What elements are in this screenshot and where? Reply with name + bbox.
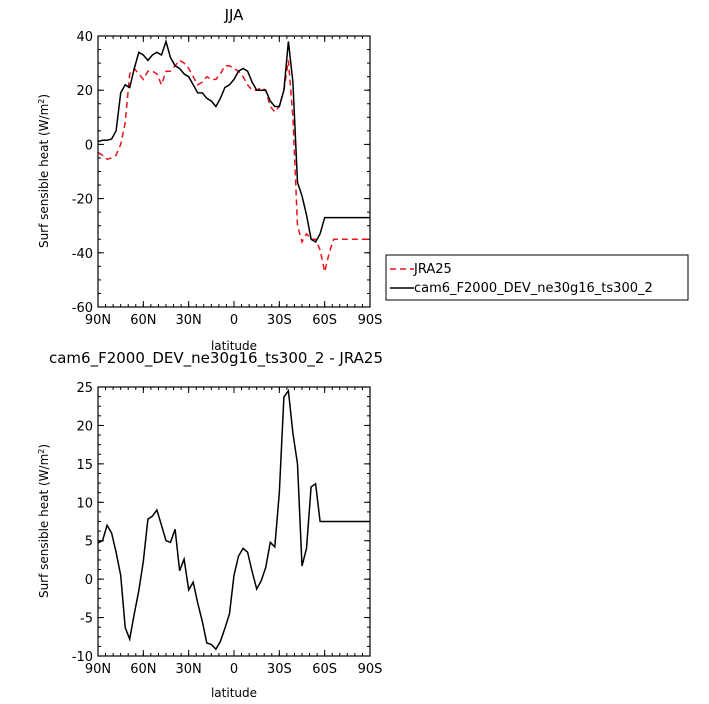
top-xtick-label: 0: [230, 313, 238, 328]
legend-label-jra25: JRA25: [413, 262, 452, 277]
top-chart-xlabel: latitude: [211, 339, 257, 353]
top-ytick-label: 20: [76, 84, 93, 99]
top-xtick-label: 60N: [130, 313, 156, 328]
bottom-xtick-label: 90N: [85, 662, 111, 677]
top-ytick-label: -20: [72, 193, 93, 208]
bottom-ytick-label: 5: [85, 535, 93, 550]
top-series-line-1: [98, 38, 370, 244]
top-ylabel-sup: 2: [37, 99, 46, 104]
legend: JRA25 cam6_F2000_DEV_ne30g16_ts300_2: [385, 254, 689, 301]
bottom-ytick-label: 25: [76, 381, 93, 396]
top-ylabel-end: ): [37, 94, 51, 99]
top-chart-ylabel: Surf sensible heat (W/m2): [37, 94, 51, 248]
top-ytick-label: 40: [76, 30, 93, 45]
bottom-xtick-label: 60N: [130, 662, 156, 677]
bottom-xtick-label: 60S: [312, 662, 337, 677]
top-series-line-0: [98, 59, 370, 272]
legend-label-cam6: cam6_F2000_DEV_ne30g16_ts300_2: [414, 281, 653, 296]
top-ytick-label: -60: [72, 301, 93, 316]
top-chart-plot: 90N 60N 30N 0 30S 60S 90S 40 20 0 -20 -40 -60: [72, 30, 383, 328]
bottom-xtick-label: 30N: [176, 662, 202, 677]
bottom-ytick-label: -5: [80, 612, 93, 627]
top-ylabel-main: Surf sensible heat (W/m: [37, 104, 51, 248]
bottom-chart-xlabel: latitude: [211, 686, 257, 700]
bottom-chart: cam6_F2000_DEV_ne30g16_ts300_2 - JRA25 9…: [37, 349, 383, 700]
top-chart: JJA 90N 60N 30N 0 30S 60S 90S 40 20 0 -20 -40 -60 la…: [37, 6, 382, 353]
bottom-ylabel-sup: 2: [37, 449, 46, 454]
bottom-ytick-label: 20: [76, 419, 93, 434]
bottom-chart-ylabel: Surf sensible heat (W/m2): [37, 444, 51, 598]
bottom-ytick-label: 0: [85, 573, 93, 588]
bottom-ylabel-end: ): [37, 444, 51, 449]
bottom-xtick-label: 30S: [267, 662, 292, 677]
bottom-ytick-label: 10: [76, 496, 93, 511]
top-xtick-label: 90N: [85, 313, 111, 328]
top-ytick-label: -40: [72, 247, 93, 262]
bottom-ytick-label: -10: [72, 650, 93, 665]
bottom-ytick-label: 15: [76, 458, 93, 473]
top-chart-frame: [97, 35, 371, 308]
top-xtick-label: 30S: [267, 313, 292, 328]
bottom-xtick-label: 90S: [358, 662, 383, 677]
bottom-chart-frame: [97, 386, 371, 657]
bottom-chart-plot: 90N 60N 30N 0 30S 60S 90S 25 20 15 10 5 0 -5 -10: [72, 381, 383, 677]
bottom-xtick-label: 0: [230, 662, 238, 677]
top-xtick-label: 90S: [358, 313, 383, 328]
top-xtick-label: 60S: [312, 313, 337, 328]
legend-box: [385, 254, 689, 301]
bottom-ylabel-main: Surf sensible heat (W/m: [37, 454, 51, 598]
bottom-chart-title: cam6_F2000_DEV_ne30g16_ts300_2 - JRA25: [49, 349, 383, 368]
top-chart-title: JJA: [224, 6, 245, 24]
top-xtick-label: 30N: [176, 313, 202, 328]
top-ytick-label: 0: [85, 138, 93, 153]
bottom-series-line-0: [98, 388, 370, 651]
